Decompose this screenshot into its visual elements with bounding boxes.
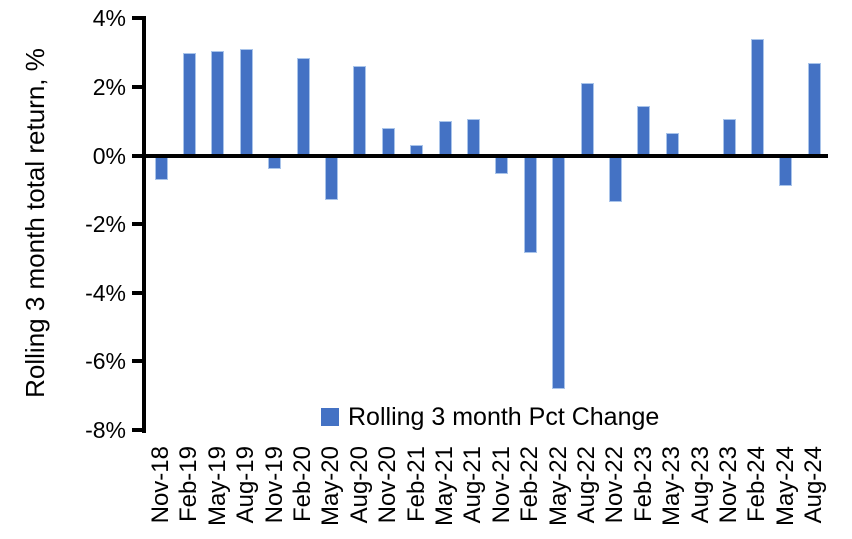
x-label-may-22: May-22	[544, 446, 572, 527]
x-label-may-23: May-23	[658, 446, 686, 527]
y-tick-mark	[132, 16, 143, 21]
legend-swatch-icon	[321, 408, 339, 426]
x-label-feb-20: Feb-20	[289, 446, 316, 523]
bar-aug-21	[466, 119, 480, 156]
bar-nov-20	[381, 128, 395, 156]
bar-aug-19	[239, 49, 253, 156]
bar-feb-23	[637, 105, 651, 156]
y-tick-label: 0%	[92, 142, 126, 169]
y-tick-label: -2%	[85, 211, 126, 238]
x-label-nov-21: Nov-21	[487, 446, 515, 524]
x-label-feb-22: Feb-22	[516, 446, 544, 523]
bar-may-20	[324, 155, 338, 201]
y-axis-line	[142, 16, 146, 433]
x-label-may-19: May-19	[203, 446, 231, 527]
bar-nov-18	[154, 155, 168, 180]
bar-may-19	[211, 50, 225, 156]
y-tick-mark	[132, 427, 143, 432]
x-label-nov-18: Nov-18	[147, 446, 174, 524]
y-tick-label: 2%	[92, 73, 126, 100]
bar-aug-20	[353, 66, 367, 156]
x-label-feb-21: Feb-21	[402, 446, 430, 523]
x-label-nov-19: Nov-19	[260, 446, 288, 524]
x-label-aug-19: Aug-19	[232, 446, 260, 524]
x-label-aug-21: Aug-21	[459, 446, 487, 524]
y-tick-mark	[132, 359, 143, 364]
y-tick-mark	[132, 84, 143, 89]
x-label-feb-24: Feb-24	[743, 446, 771, 523]
x-label-nov-23: Nov-23	[715, 446, 742, 524]
x-axis-zero-line	[142, 153, 828, 158]
bar-feb-22	[523, 155, 537, 254]
bar-feb-24	[750, 38, 764, 156]
bar-may-24	[779, 155, 793, 187]
bar-may-23	[665, 133, 679, 156]
x-label-may-24: May-24	[771, 446, 799, 527]
x-label-feb-19: Feb-19	[175, 446, 203, 523]
y-tick-label: -8%	[85, 416, 126, 443]
y-tick-label: -6%	[85, 348, 126, 375]
legend: Rolling 3 month Pct Change	[321, 403, 659, 431]
bar-feb-19	[182, 52, 196, 156]
x-label-aug-23: Aug-23	[686, 446, 714, 524]
y-tick-label: 4%	[92, 5, 126, 32]
x-label-nov-20: Nov-20	[374, 446, 402, 524]
bar-aug-22	[580, 83, 594, 156]
y-tick-mark	[132, 222, 143, 227]
bar-nov-19	[268, 155, 282, 170]
y-tick-label: -4%	[85, 279, 126, 306]
bar-feb-20	[296, 57, 310, 156]
bar-nov-23	[722, 119, 736, 156]
y-tick-mark	[132, 153, 143, 158]
bar-nov-22	[608, 155, 622, 202]
legend-label: Rolling 3 month Pct Change	[348, 403, 660, 431]
x-label-may-21: May-21	[431, 446, 458, 527]
x-label-nov-22: Nov-22	[601, 446, 629, 524]
x-label-aug-22: Aug-22	[573, 446, 600, 524]
bar-nov-21	[495, 155, 509, 175]
y-tick-mark	[132, 290, 143, 295]
x-label-aug-24: Aug-24	[800, 446, 828, 524]
x-label-may-20: May-20	[317, 446, 345, 527]
bar-may-21	[438, 121, 452, 156]
x-label-aug-20: Aug-20	[345, 446, 373, 524]
bar-aug-24	[807, 62, 821, 156]
bar-may-22	[552, 155, 566, 389]
x-label-feb-23: Feb-23	[629, 446, 657, 523]
